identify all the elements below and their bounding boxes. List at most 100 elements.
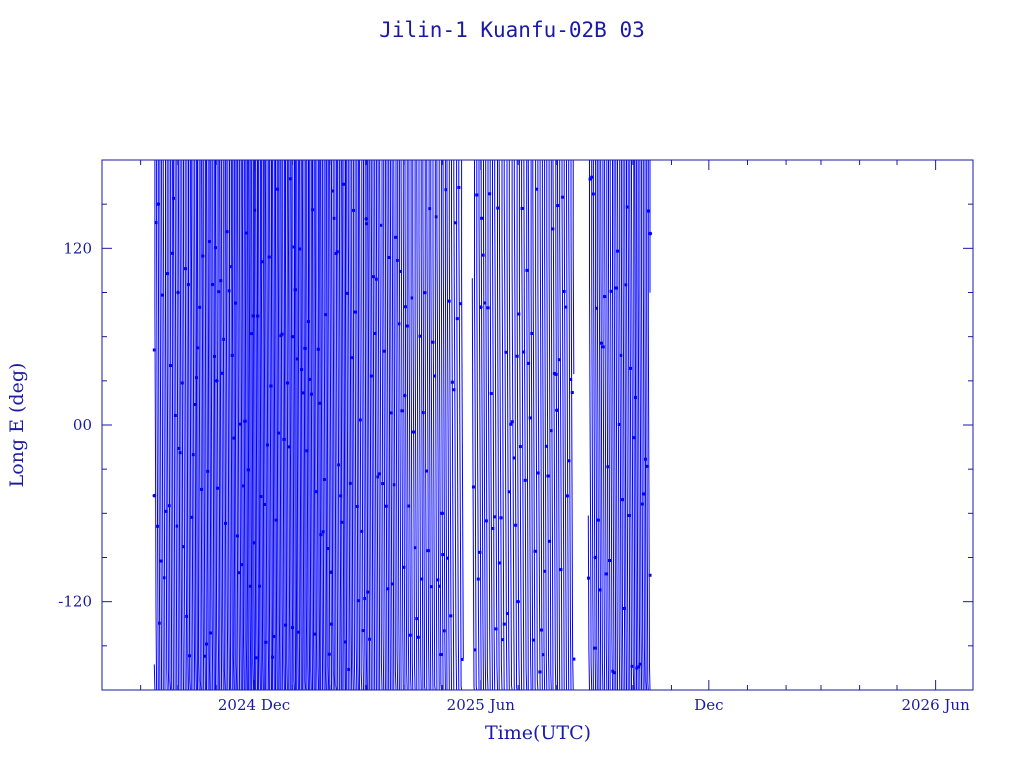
data-point <box>551 227 555 231</box>
data-point <box>220 371 224 375</box>
data-point <box>570 391 574 395</box>
data-point <box>355 505 359 509</box>
data-point <box>324 313 328 317</box>
data-point <box>381 482 385 486</box>
data-point <box>541 653 545 657</box>
data-point <box>214 246 218 250</box>
data-point <box>460 657 464 661</box>
data-point <box>224 521 228 525</box>
data-point <box>612 671 616 675</box>
data-point <box>178 451 182 455</box>
data-point <box>527 361 531 365</box>
data-point <box>471 485 475 489</box>
data-point <box>363 597 367 601</box>
data-point <box>488 192 492 196</box>
plot-area <box>101 159 974 691</box>
data-point <box>285 381 289 385</box>
data-point <box>290 626 294 630</box>
data-point <box>642 492 646 496</box>
data-point <box>172 196 176 200</box>
data-point <box>313 632 317 636</box>
data-point <box>274 518 278 522</box>
data-point <box>501 638 505 642</box>
data-point <box>629 366 633 370</box>
data-point <box>337 463 341 467</box>
data-point <box>219 279 223 283</box>
data-point <box>230 353 234 357</box>
data-point <box>436 578 440 582</box>
data-point <box>603 295 607 299</box>
data-point <box>426 549 430 553</box>
data-point <box>510 420 514 424</box>
data-point <box>552 371 556 375</box>
data-point <box>606 465 610 469</box>
data-point <box>520 206 524 210</box>
data-point <box>238 422 242 426</box>
data-point <box>544 444 548 448</box>
data-point <box>530 331 534 335</box>
data-point <box>256 314 260 318</box>
data-point <box>227 289 231 293</box>
data-point <box>232 436 236 440</box>
data-point <box>640 502 644 506</box>
data-point <box>167 504 171 508</box>
data-point <box>353 310 357 314</box>
data-point <box>604 572 608 576</box>
data-point <box>493 515 497 519</box>
data-point <box>280 332 284 336</box>
data-point <box>528 416 532 420</box>
data-point <box>194 376 198 380</box>
data-point <box>475 193 479 197</box>
data-point <box>314 490 318 494</box>
data-point <box>535 187 539 191</box>
y-axis-label: Long E (deg) <box>6 363 28 488</box>
data-point <box>225 230 229 234</box>
data-point <box>421 411 425 415</box>
data-point <box>300 368 304 372</box>
data-point <box>272 634 276 638</box>
data-point <box>590 175 594 179</box>
data-point <box>509 422 513 426</box>
data-point <box>288 177 292 181</box>
series-markers <box>152 175 653 675</box>
data-point <box>572 657 576 661</box>
data-point <box>165 272 169 276</box>
data-point <box>645 464 649 468</box>
x-tick-label: 2025 Jun <box>447 696 516 714</box>
data-point <box>407 504 411 508</box>
data-point <box>207 240 211 244</box>
data-point <box>478 550 482 554</box>
data-point <box>154 221 158 225</box>
data-point <box>180 381 184 385</box>
data-point <box>228 265 232 269</box>
data-point <box>251 314 255 318</box>
data-point <box>253 208 257 212</box>
data-point <box>384 504 388 508</box>
data-point <box>387 255 391 259</box>
data-point <box>512 456 516 460</box>
data-point <box>245 231 249 235</box>
x-tick-label: 2026 Jun <box>901 696 970 714</box>
data-point <box>619 353 623 357</box>
data-point <box>159 559 163 563</box>
data-point <box>569 377 573 381</box>
data-point <box>525 268 529 272</box>
data-point <box>446 556 450 560</box>
data-point <box>193 403 197 407</box>
data-point <box>410 296 414 300</box>
data-point <box>440 511 444 516</box>
data-point <box>173 413 177 417</box>
data-point <box>365 222 369 226</box>
data-point <box>237 571 241 575</box>
data-point <box>175 524 179 528</box>
data-point <box>591 192 595 196</box>
data-point <box>216 486 220 490</box>
data-point <box>499 516 503 520</box>
data-point <box>170 251 174 255</box>
data-point <box>630 664 634 668</box>
data-point <box>595 306 599 310</box>
data-point <box>473 648 477 652</box>
data-point <box>496 206 500 210</box>
data-point <box>620 498 624 502</box>
